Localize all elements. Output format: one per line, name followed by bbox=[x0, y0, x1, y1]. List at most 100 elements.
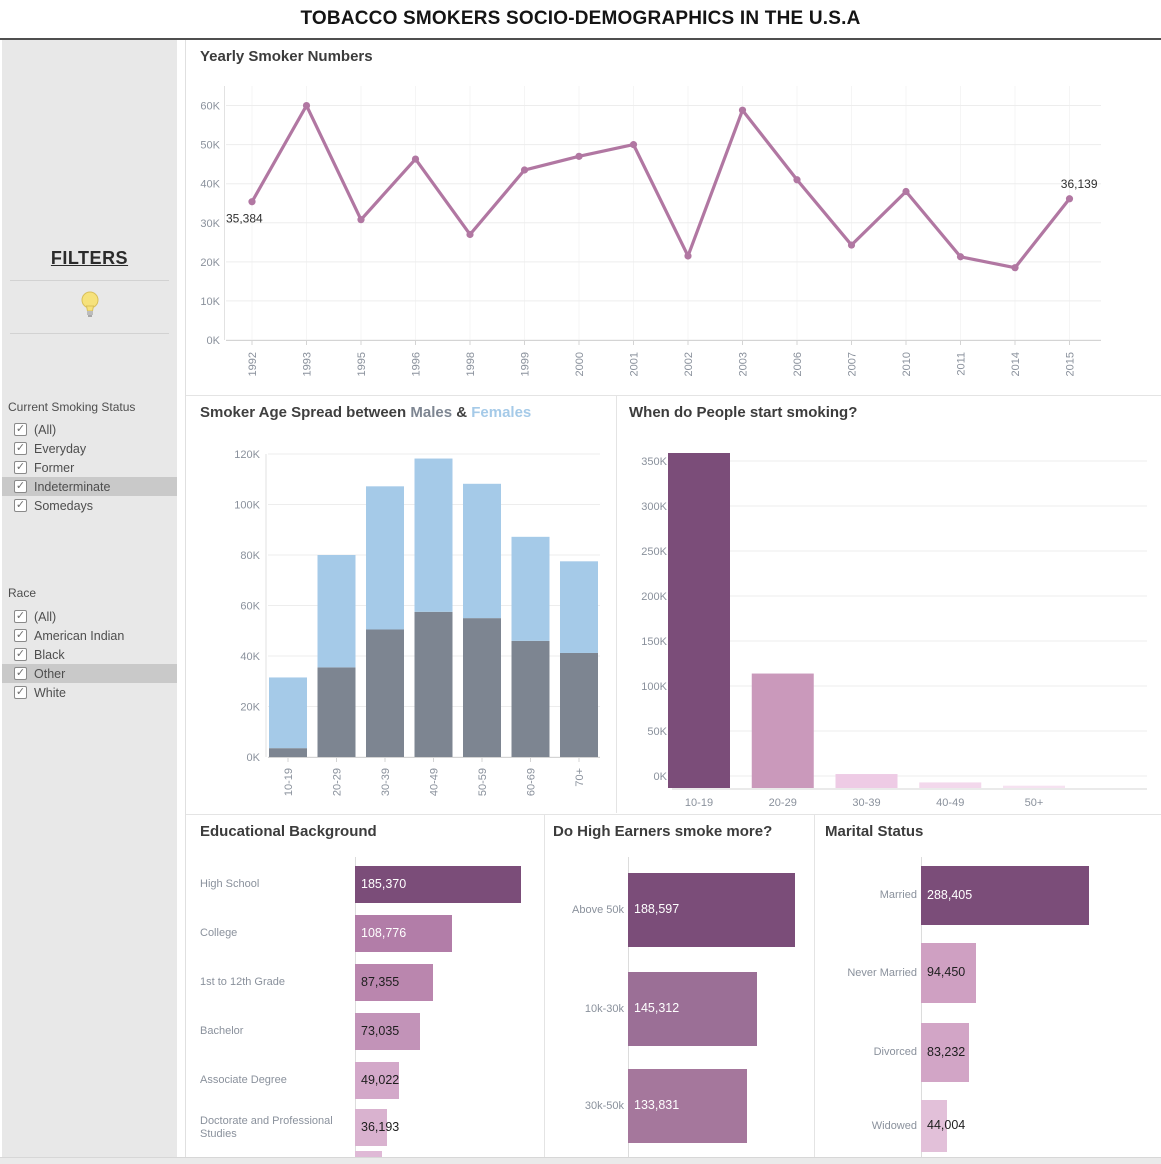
marital-bar-married[interactable] bbox=[921, 866, 1089, 925]
income-bar-above-50k[interactable] bbox=[628, 873, 795, 947]
females-bar-30-39[interactable] bbox=[366, 486, 404, 630]
col-divider-mid bbox=[616, 396, 617, 813]
line-point-2002[interactable] bbox=[684, 252, 692, 260]
filter-option--all-[interactable]: ✓ (All) bbox=[2, 420, 177, 439]
line-point-1999[interactable] bbox=[520, 166, 529, 174]
line-point-2014[interactable] bbox=[1011, 264, 1019, 272]
education-bar-college[interactable] bbox=[355, 915, 452, 952]
line-point-2015[interactable] bbox=[1065, 195, 1074, 203]
start-age-bar-40-49[interactable] bbox=[919, 782, 982, 788]
education-bar-bachelor[interactable] bbox=[355, 1013, 420, 1050]
y-tick-label: 50K bbox=[647, 726, 667, 738]
filter-option-white[interactable]: ✓ White bbox=[2, 683, 177, 702]
females-bar-50-59[interactable] bbox=[463, 483, 501, 619]
line-point-2000[interactable] bbox=[575, 152, 583, 160]
x-tick-label: 30-39 bbox=[380, 768, 392, 796]
filter-option-indeterminate[interactable]: ✓ Indeterminate bbox=[2, 477, 177, 496]
line-point-2011[interactable] bbox=[956, 253, 965, 261]
filter-option--all-[interactable]: ✓ (All) bbox=[2, 607, 177, 626]
y-tick-label: 120K bbox=[234, 449, 260, 461]
filter-option-other[interactable]: ✓ Other bbox=[2, 664, 177, 683]
x-tick-label: 40-49 bbox=[936, 797, 964, 809]
x-tick-label: 60-69 bbox=[526, 768, 538, 796]
clipped-partial-bar[interactable] bbox=[355, 1151, 382, 1157]
x-tick-label: 20-29 bbox=[769, 797, 797, 809]
females-bar-70+[interactable] bbox=[560, 561, 598, 653]
checkbox-icon[interactable]: ✓ bbox=[14, 648, 27, 661]
education-bar-high-school[interactable] bbox=[355, 866, 521, 903]
category-label: 1st to 12th Grade bbox=[200, 976, 285, 988]
males-bar-30-39[interactable] bbox=[366, 629, 404, 757]
start-age-bar-20-29[interactable] bbox=[751, 673, 814, 788]
education-chart-title: Educational Background bbox=[200, 823, 377, 840]
highlight-button[interactable] bbox=[10, 280, 169, 334]
bar-value-label: 145,312 bbox=[634, 1001, 680, 1015]
category-label: College bbox=[200, 927, 238, 939]
line-point-1998[interactable] bbox=[466, 230, 474, 239]
marital-bar-divorced[interactable] bbox=[921, 1023, 969, 1082]
line-point-1993[interactable] bbox=[302, 101, 311, 110]
line-point-2007[interactable] bbox=[847, 241, 856, 249]
females-bar-10-19[interactable] bbox=[269, 677, 307, 749]
education-bar-doctorate-and-professional-studies[interactable] bbox=[355, 1109, 387, 1146]
y-tick-label: 20K bbox=[240, 702, 260, 714]
option-label: Other bbox=[34, 666, 66, 681]
checkbox-icon[interactable]: ✓ bbox=[14, 610, 27, 623]
males-bar-10-19[interactable] bbox=[269, 748, 307, 757]
marital-bar-widowed[interactable] bbox=[921, 1100, 947, 1152]
option-label: Black bbox=[34, 647, 65, 662]
x-tick-label: 2014 bbox=[1010, 352, 1022, 376]
males-bar-50-59[interactable] bbox=[463, 618, 501, 757]
education-bar-associate-degree[interactable] bbox=[355, 1062, 399, 1099]
males-bar-70+[interactable] bbox=[560, 652, 598, 757]
income-bar-30k-50k[interactable] bbox=[628, 1069, 747, 1143]
line-point-2001[interactable] bbox=[629, 141, 638, 149]
checkbox-icon[interactable]: ✓ bbox=[14, 629, 27, 642]
filter-option-somedays[interactable]: ✓ Somedays bbox=[2, 496, 177, 515]
first-point-label: 35,384 bbox=[226, 212, 263, 226]
line-point-1995[interactable] bbox=[357, 216, 365, 224]
line-point-1996[interactable] bbox=[411, 155, 420, 163]
education-bar-1st-to-12th-grade[interactable] bbox=[355, 964, 433, 1001]
line-point-2003[interactable] bbox=[738, 106, 747, 114]
marital-chart-title: Marital Status bbox=[825, 823, 924, 840]
start-age-bar-10-19[interactable] bbox=[668, 453, 730, 788]
y-tick-label: 80K bbox=[240, 550, 260, 562]
chart-title-part: Females bbox=[471, 404, 532, 421]
females-bar-60-69[interactable] bbox=[511, 536, 550, 641]
females-bar-40-49[interactable] bbox=[414, 458, 453, 612]
checkbox-icon[interactable]: ✓ bbox=[14, 480, 27, 493]
filter-group-label-0: Current Smoking Status bbox=[8, 400, 136, 414]
males-bar-20-29[interactable] bbox=[317, 667, 356, 757]
col-divider-b2 bbox=[814, 815, 815, 1157]
start-smoking-chart-title: When do People start smoking? bbox=[629, 404, 858, 421]
bar-value-label: 44,004 bbox=[927, 1118, 966, 1132]
males-bar-60-69[interactable] bbox=[511, 640, 550, 757]
filters-sidebar: FILTERS Current Smoking Status ✓ (All) ✓ Eve… bbox=[2, 40, 177, 1157]
y-tick-label: 0K bbox=[247, 752, 261, 764]
marital-bar-never-married[interactable] bbox=[921, 943, 976, 1003]
filter-group-label-1: Race bbox=[8, 586, 37, 600]
line-point-2010[interactable] bbox=[902, 187, 910, 196]
line-point-1992[interactable] bbox=[248, 198, 256, 206]
checkbox-icon[interactable]: ✓ bbox=[14, 461, 27, 474]
age-spread-chart: 0K 20K 40K 60K 80K 100K 120K 10-19 20-29 30-39 40-… bbox=[234, 449, 600, 796]
line-point-2006[interactable] bbox=[793, 176, 801, 184]
checkbox-icon[interactable]: ✓ bbox=[14, 423, 27, 436]
checkbox-icon[interactable]: ✓ bbox=[14, 499, 27, 512]
start-age-bar-30-39[interactable] bbox=[835, 774, 898, 788]
filter-option-black[interactable]: ✓ Black bbox=[2, 645, 177, 664]
start-age-bar-50+[interactable] bbox=[1003, 785, 1065, 788]
last-point-label: 36,139 bbox=[1061, 177, 1098, 191]
females-bar-20-29[interactable] bbox=[317, 555, 356, 668]
males-bar-40-49[interactable] bbox=[414, 611, 453, 757]
checkbox-icon[interactable]: ✓ bbox=[14, 667, 27, 680]
checkbox-icon[interactable]: ✓ bbox=[14, 686, 27, 699]
option-label: Everyday bbox=[34, 441, 87, 456]
panel-age-spread: Smoker Age Spread between Males & Female… bbox=[186, 396, 616, 813]
filter-option-american-indian[interactable]: ✓ American Indian bbox=[2, 626, 177, 645]
filter-option-former[interactable]: ✓ Former bbox=[2, 458, 177, 477]
filter-option-everyday[interactable]: ✓ Everyday bbox=[2, 439, 177, 458]
checkbox-icon[interactable]: ✓ bbox=[14, 442, 27, 455]
income-bar-10k-30k[interactable] bbox=[628, 972, 757, 1046]
